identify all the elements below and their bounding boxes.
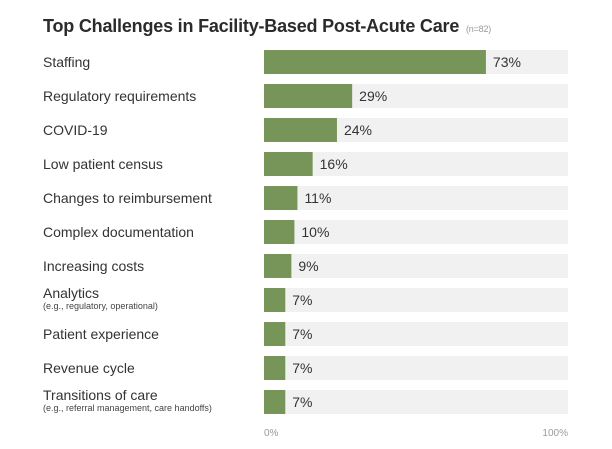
category-label: Staffing <box>43 54 90 70</box>
bar <box>264 322 286 346</box>
category-label: Revenue cycle <box>43 360 135 376</box>
bar-track <box>264 288 568 312</box>
bar-track <box>264 254 568 278</box>
sample-size-note: (n=82) <box>465 24 492 34</box>
x-tick-label: 0% <box>264 428 279 439</box>
bar <box>264 288 286 312</box>
value-label: 73% <box>493 54 521 70</box>
bar-track <box>264 322 568 346</box>
bar-track <box>264 186 568 210</box>
x-tick-label: 100% <box>542 428 568 439</box>
value-label: 29% <box>359 88 387 104</box>
bar <box>264 254 292 278</box>
value-label: 10% <box>301 224 329 240</box>
category-label: Increasing costs <box>43 258 144 274</box>
bar <box>264 84 353 108</box>
value-label: 7% <box>292 292 312 308</box>
bar-track <box>264 220 568 244</box>
value-label: 16% <box>320 156 348 172</box>
category-label: Transitions of care <box>43 387 158 403</box>
category-label: Regulatory requirements <box>43 88 196 104</box>
bar-track <box>264 152 568 176</box>
category-label: COVID-19 <box>43 122 108 138</box>
bar <box>264 50 486 74</box>
category-sublabel: (e.g., referral management, care handoff… <box>43 403 212 413</box>
bar <box>264 356 286 380</box>
bar <box>264 186 298 210</box>
bar <box>264 152 313 176</box>
value-label: 24% <box>344 122 372 138</box>
category-sublabel: (e.g., regulatory, operational) <box>43 301 158 311</box>
chart-title: Top Challenges in Facility-Based Post-Ac… <box>43 16 492 36</box>
value-label: 9% <box>298 258 318 274</box>
bar-track <box>264 356 568 380</box>
category-label: Patient experience <box>43 326 159 342</box>
bar-track <box>264 390 568 414</box>
value-label: 11% <box>304 190 331 206</box>
bar <box>264 220 295 244</box>
bar <box>264 118 337 142</box>
category-label: Low patient census <box>43 156 163 172</box>
value-label: 7% <box>292 326 312 342</box>
bar <box>264 390 286 414</box>
category-label: Changes to reimbursement <box>43 190 212 206</box>
value-label: 7% <box>292 394 312 410</box>
category-label: Complex documentation <box>43 224 194 240</box>
value-label: 7% <box>292 360 312 376</box>
category-label: Analytics <box>43 285 99 301</box>
